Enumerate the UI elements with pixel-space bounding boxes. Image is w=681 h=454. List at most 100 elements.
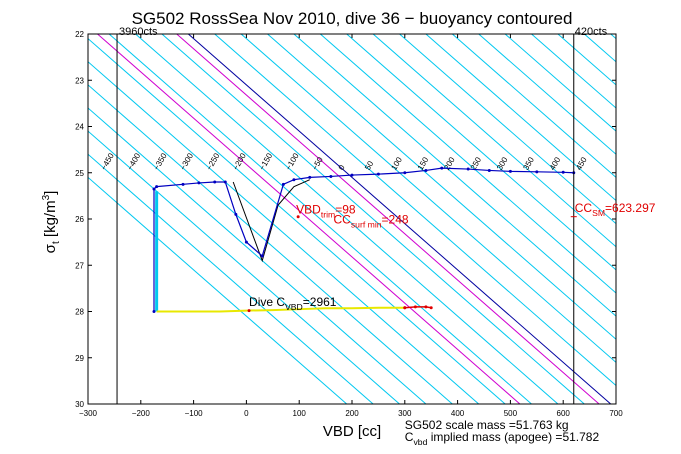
contour-line <box>610 34 616 40</box>
profile-point <box>260 254 264 258</box>
contour-line <box>425 34 616 202</box>
profile-point <box>329 174 333 178</box>
profile-point <box>466 167 470 171</box>
vbd-trim-label: VBDtrim=98 <box>296 203 356 220</box>
red-point <box>429 306 433 310</box>
profile-point <box>508 169 512 173</box>
x-axis-ticks: −300 −200 −100 0 100 200 300 400 500 600 700 <box>79 34 623 418</box>
x-tick-label: 100 <box>293 409 307 418</box>
contour-label: −150 <box>257 151 274 172</box>
contour-line <box>108 34 532 404</box>
contour-line <box>214 34 616 387</box>
y-tick-label: 29 <box>75 354 84 363</box>
profile-point <box>223 180 227 184</box>
contour-line <box>504 34 616 132</box>
contour-label: 300 <box>495 155 510 172</box>
chart-title: SG502 RossSea Nov 2010, dive 36 − buoyan… <box>132 9 573 28</box>
red-point <box>424 305 428 309</box>
contour-label: −450 <box>99 151 116 172</box>
x-tick-label: 700 <box>609 409 623 418</box>
contour-line <box>531 34 616 109</box>
contour-labels: −450 −400 −350 −300 −250 −200 −150 −100 −50 0 50 10… <box>99 151 589 172</box>
dive-c-label: Dive CVBD=2961 <box>249 295 337 312</box>
profile-point <box>213 180 217 184</box>
cc-sm-label: CCSM=623.297 <box>575 201 656 218</box>
capacity-label: 3960cts <box>119 26 158 38</box>
contour-line <box>161 34 585 404</box>
x-tick-label: −200 <box>132 409 151 418</box>
x-axis-label: VBD [cc] <box>323 423 381 440</box>
contour-line <box>583 34 616 63</box>
contour-line <box>372 34 616 248</box>
contour-line <box>267 34 616 340</box>
contour-label: −400 <box>125 151 142 172</box>
contour-line <box>88 153 374 404</box>
x-tick-label: −100 <box>185 409 204 418</box>
profile-point <box>181 182 185 186</box>
y-tick-label: 25 <box>75 169 84 178</box>
contour-label: 400 <box>548 155 563 172</box>
contour-line <box>293 34 616 317</box>
contour-label: 200 <box>442 155 457 172</box>
scale-mass-label: SG502 scale mass =51.763 kg <box>405 418 569 432</box>
contour-line <box>88 61 480 404</box>
contour-line <box>399 34 616 225</box>
contour-lines <box>88 34 616 404</box>
x-tick-label: 200 <box>345 409 359 418</box>
contour-line <box>88 107 427 404</box>
contour-line <box>319 34 616 294</box>
profile-point <box>152 187 156 191</box>
contour-line <box>88 130 400 404</box>
capacity-label: 420cts <box>575 26 608 38</box>
red-profile <box>404 306 432 309</box>
highlight-contour-line <box>176 34 600 404</box>
cc-surf-min-label: CCsurf min=248 <box>334 213 409 230</box>
profile-point <box>424 168 428 172</box>
yellow-profile <box>156 306 405 313</box>
y-tick-label: 30 <box>75 400 84 409</box>
x-tick-label: 0 <box>244 409 249 418</box>
red-marker <box>247 309 251 313</box>
contour-label: −250 <box>205 151 222 172</box>
contour-label: 100 <box>389 155 404 172</box>
y-axis-ticks: 22 23 24 25 26 27 28 29 30 <box>75 30 616 409</box>
contour-label: −100 <box>284 151 301 172</box>
profile-point <box>281 182 285 186</box>
y-tick-label: 28 <box>75 308 84 317</box>
y-tick-label: 27 <box>75 261 84 270</box>
profile-point <box>152 310 156 313</box>
contour-label: −350 <box>152 151 169 172</box>
profile-point <box>376 172 380 176</box>
highlight-contour-line <box>97 34 521 404</box>
black-profile <box>232 179 310 263</box>
data-series <box>152 166 576 313</box>
contour-line <box>88 37 506 404</box>
y-tick-label: 24 <box>75 123 84 132</box>
x-tick-label: 300 <box>398 409 412 418</box>
x-tick-label: 600 <box>557 409 571 418</box>
contour-label: −200 <box>231 151 248 172</box>
profile-point <box>350 173 354 177</box>
profile-point <box>535 170 539 174</box>
profile-point <box>440 166 444 170</box>
contour-line <box>557 34 616 86</box>
contour-line <box>88 176 348 404</box>
profile-point <box>234 212 238 216</box>
contour-label: −300 <box>178 151 195 172</box>
y-tick-label: 26 <box>75 215 84 224</box>
y-tick-label: 23 <box>75 76 84 85</box>
red-marker <box>403 306 407 310</box>
implied-mass-label: Cvbd implied mass (apogee) =51.782 <box>405 430 600 447</box>
profile-point <box>292 178 296 182</box>
contour-label: 0 <box>337 163 347 172</box>
profile-point <box>403 171 407 175</box>
contour-line <box>88 84 453 404</box>
profile-point <box>561 170 565 174</box>
profile-point <box>155 185 159 189</box>
x-tick-label: 500 <box>504 409 518 418</box>
profile-point <box>197 181 201 185</box>
red-marker <box>296 215 300 219</box>
capacity-lines: 3960cts 420cts <box>116 26 608 404</box>
y-axis-label: σt [kg/m3] <box>41 191 62 254</box>
